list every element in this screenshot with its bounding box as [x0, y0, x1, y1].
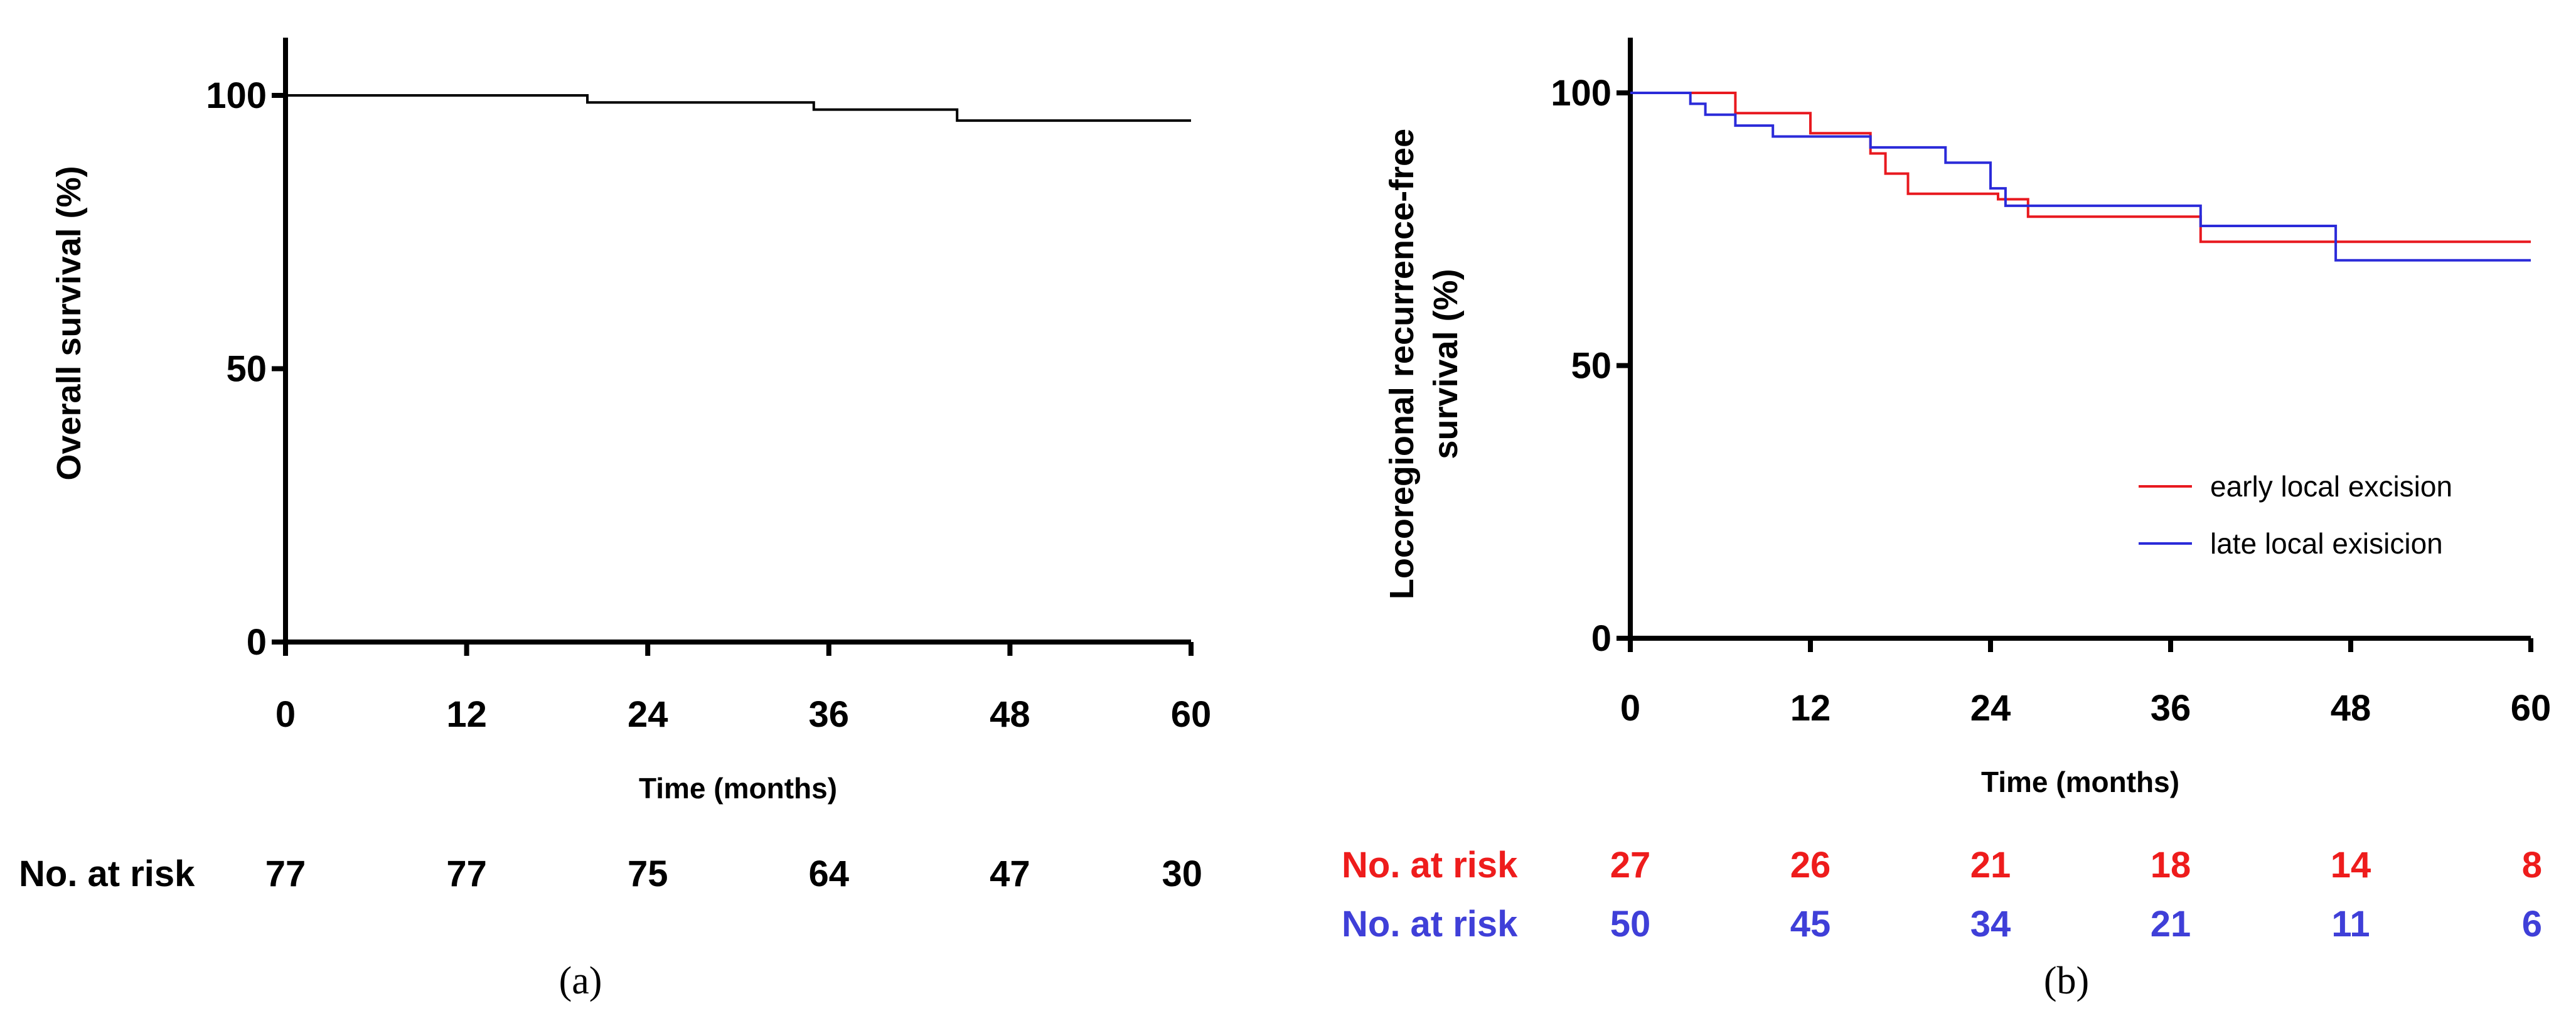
- risk-value: 64: [809, 854, 850, 894]
- risk-table: No. at risk 27 26 21 18 14 8 No. at risk 50 45 34 2…: [1342, 845, 2542, 945]
- risk-value: 30: [1162, 854, 1202, 894]
- x-tick-label: 60: [2511, 688, 2552, 729]
- x-axis-ticks: 0 12 24 36 48 60: [275, 642, 1211, 735]
- axis-lines: [1628, 38, 2531, 641]
- x-axis-ticks: 0 12 24 36 48 60: [1620, 638, 2551, 729]
- risk-value: 8: [2522, 845, 2542, 886]
- y-axis-ticks: 0 50 100: [1551, 73, 1630, 659]
- survival-curve-late-local-exisicion: [1630, 92, 2531, 262]
- panel-label: (b): [2044, 960, 2089, 1002]
- axis-lines: [283, 38, 1191, 645]
- y-axis-title: Overall survival (%): [50, 166, 88, 480]
- y-tick-label: 50: [1571, 346, 1611, 387]
- x-tick-label: 24: [628, 694, 668, 735]
- y-tick-label: 0: [1591, 618, 1611, 659]
- risk-value: 75: [628, 854, 668, 894]
- y-tick-label: 100: [206, 75, 267, 116]
- risk-value: 77: [265, 854, 306, 894]
- risk-row-label: No. at risk: [1342, 845, 1518, 886]
- x-tick-label: 24: [1970, 688, 2011, 729]
- risk-value: 26: [1790, 845, 1831, 886]
- x-tick-label: 36: [809, 694, 850, 735]
- x-tick-label: 48: [990, 694, 1030, 735]
- panel-label: (a): [559, 960, 602, 1002]
- legend: early local excision late local exisicion: [2139, 470, 2452, 560]
- risk-value: 6: [2522, 904, 2542, 945]
- risk-value: 27: [1610, 845, 1651, 886]
- risk-value: 11: [2331, 904, 2370, 945]
- risk-value: 21: [1970, 845, 2011, 886]
- y-axis-ticks: 0 50 100: [206, 75, 286, 663]
- survival-curve-overall-survival: [286, 94, 1191, 122]
- risk-value: 50: [1610, 904, 1651, 945]
- x-tick-label: 48: [2331, 688, 2371, 729]
- x-axis-title: Time (months): [639, 772, 837, 805]
- x-tick-label: 12: [1790, 688, 1831, 729]
- y-tick-label: 0: [247, 622, 267, 663]
- risk-row-label: No. at risk: [19, 854, 195, 894]
- risk-value: 45: [1790, 904, 1831, 945]
- x-axis-title: Time (months): [1981, 766, 2179, 798]
- risk-row-label: No. at risk: [1342, 904, 1518, 945]
- x-tick-label: 0: [275, 694, 296, 735]
- risk-table: No. at risk 77 77 75 64 47 30: [19, 854, 1202, 894]
- y-axis-title-line2: survival (%): [1427, 269, 1465, 459]
- y-axis-title-line1: Locoregional recurrence-free: [1383, 129, 1421, 599]
- panel-b-recurrence-free-survival: Locoregional recurrence-free survival (%…: [1342, 38, 2551, 1002]
- survival-curves: [1630, 92, 2531, 262]
- legend-label: early local excision: [2210, 470, 2452, 503]
- y-tick-label: 100: [1551, 73, 1611, 114]
- risk-value: 14: [2331, 845, 2371, 886]
- x-tick-label: 36: [2151, 688, 2191, 729]
- risk-value: 34: [1970, 904, 2011, 945]
- risk-value: 18: [2151, 845, 2191, 886]
- x-tick-label: 12: [446, 694, 487, 735]
- risk-value: 47: [990, 854, 1030, 894]
- y-tick-label: 50: [226, 349, 267, 390]
- risk-value: 77: [446, 854, 487, 894]
- risk-value: 21: [2151, 904, 2191, 945]
- x-tick-label: 60: [1171, 694, 1212, 735]
- x-tick-label: 0: [1620, 688, 1640, 729]
- legend-label: late local exisicion: [2210, 527, 2443, 560]
- survival-curves: [286, 94, 1191, 122]
- survival-curve-early-local-excision: [1630, 92, 2531, 244]
